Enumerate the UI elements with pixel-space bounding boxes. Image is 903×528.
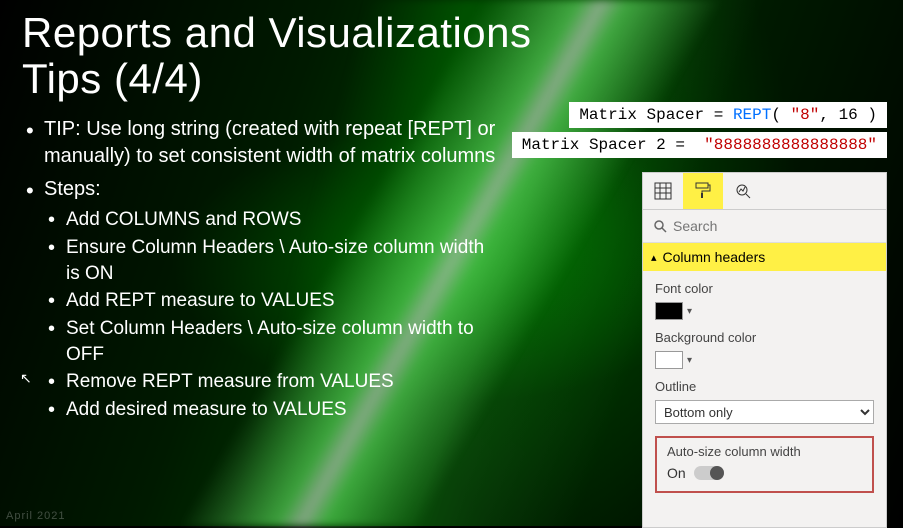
font-color-picker[interactable]: ▾ — [655, 302, 874, 320]
fields-icon — [654, 182, 672, 200]
slide-title: Reports and Visualizations Tips (4/4) — [22, 10, 903, 102]
tab-fields[interactable] — [643, 173, 683, 209]
chevron-down-icon: ▾ — [687, 355, 692, 366]
tip-bullet: TIP: Use long string (created with repea… — [22, 116, 502, 170]
step-item: Remove REPT measure from VALUES — [44, 369, 502, 395]
bg-color-swatch — [655, 351, 683, 369]
title-line-2: Tips (4/4) — [22, 55, 203, 102]
step-item: Ensure Column Headers \ Auto-size column… — [44, 235, 502, 286]
dax-formula-2: Matrix Spacer 2 = "8888888888888888" — [512, 132, 887, 158]
dax1-name: Matrix Spacer — [579, 106, 704, 124]
dax1-close: ) — [867, 106, 877, 124]
title-line-1: Reports and Visualizations — [22, 9, 532, 56]
autosize-highlight-box: Auto-size column width On — [655, 436, 874, 493]
chevron-up-icon: ▴ — [651, 251, 657, 264]
autosize-toggle-row: On — [667, 465, 862, 481]
dax1-open: ( — [771, 106, 790, 124]
search-row — [643, 210, 886, 243]
autosize-toggle[interactable] — [694, 466, 724, 480]
step-item: Add REPT measure to VALUES — [44, 288, 502, 314]
section-column-headers[interactable]: ▴ Column headers — [643, 243, 886, 271]
dax2-eq: = — [666, 136, 704, 154]
analytics-icon — [734, 182, 752, 200]
dax1-fn: REPT — [733, 106, 771, 124]
outline-label: Outline — [655, 379, 874, 394]
steps-label: Steps: — [44, 178, 101, 200]
dax1-rest: , 16 — [819, 106, 867, 124]
paint-roller-icon — [694, 182, 712, 200]
dax1-arg1: "8" — [791, 106, 820, 124]
font-color-label: Font color — [655, 281, 874, 296]
steps-bullet: Steps: Add COLUMNS and ROWS Ensure Colum… — [22, 176, 502, 422]
dax-formula-1: Matrix Spacer = REPT( "8", 16 ) — [569, 102, 887, 128]
chevron-down-icon: ▾ — [687, 306, 692, 317]
step-item: Add desired measure to VALUES — [44, 397, 502, 423]
autosize-state: On — [667, 465, 686, 481]
autosize-label: Auto-size column width — [667, 444, 862, 459]
step-item: Set Column Headers \ Auto-size column wi… — [44, 316, 502, 367]
search-input[interactable] — [673, 218, 876, 234]
steps-list: Add COLUMNS and ROWS Ensure Column Heade… — [44, 207, 502, 422]
tab-format[interactable] — [683, 173, 723, 209]
outline-select[interactable]: Bottom only — [655, 400, 874, 424]
format-pane: ▴ Column headers Font color ▾ Background… — [642, 172, 887, 528]
bullet-list: TIP: Use long string (created with repea… — [22, 116, 502, 422]
pane-tabs — [643, 173, 886, 210]
section-label: Column headers — [663, 249, 766, 265]
font-color-swatch — [655, 302, 683, 320]
dax2-name: Matrix Spacer 2 — [522, 136, 666, 154]
step-item: Add COLUMNS and ROWS — [44, 207, 502, 233]
footer-date: April 2021 — [6, 510, 66, 522]
bg-color-label: Background color — [655, 330, 874, 345]
dax1-eq: = — [704, 106, 733, 124]
dax2-value: "8888888888888888" — [704, 136, 877, 154]
search-icon — [653, 219, 667, 233]
bg-color-picker[interactable]: ▾ — [655, 351, 874, 369]
tab-analytics[interactable] — [723, 173, 763, 209]
section-body: Font color ▾ Background color ▾ Outline … — [643, 271, 886, 493]
mouse-cursor-icon: ↖ — [20, 370, 32, 387]
